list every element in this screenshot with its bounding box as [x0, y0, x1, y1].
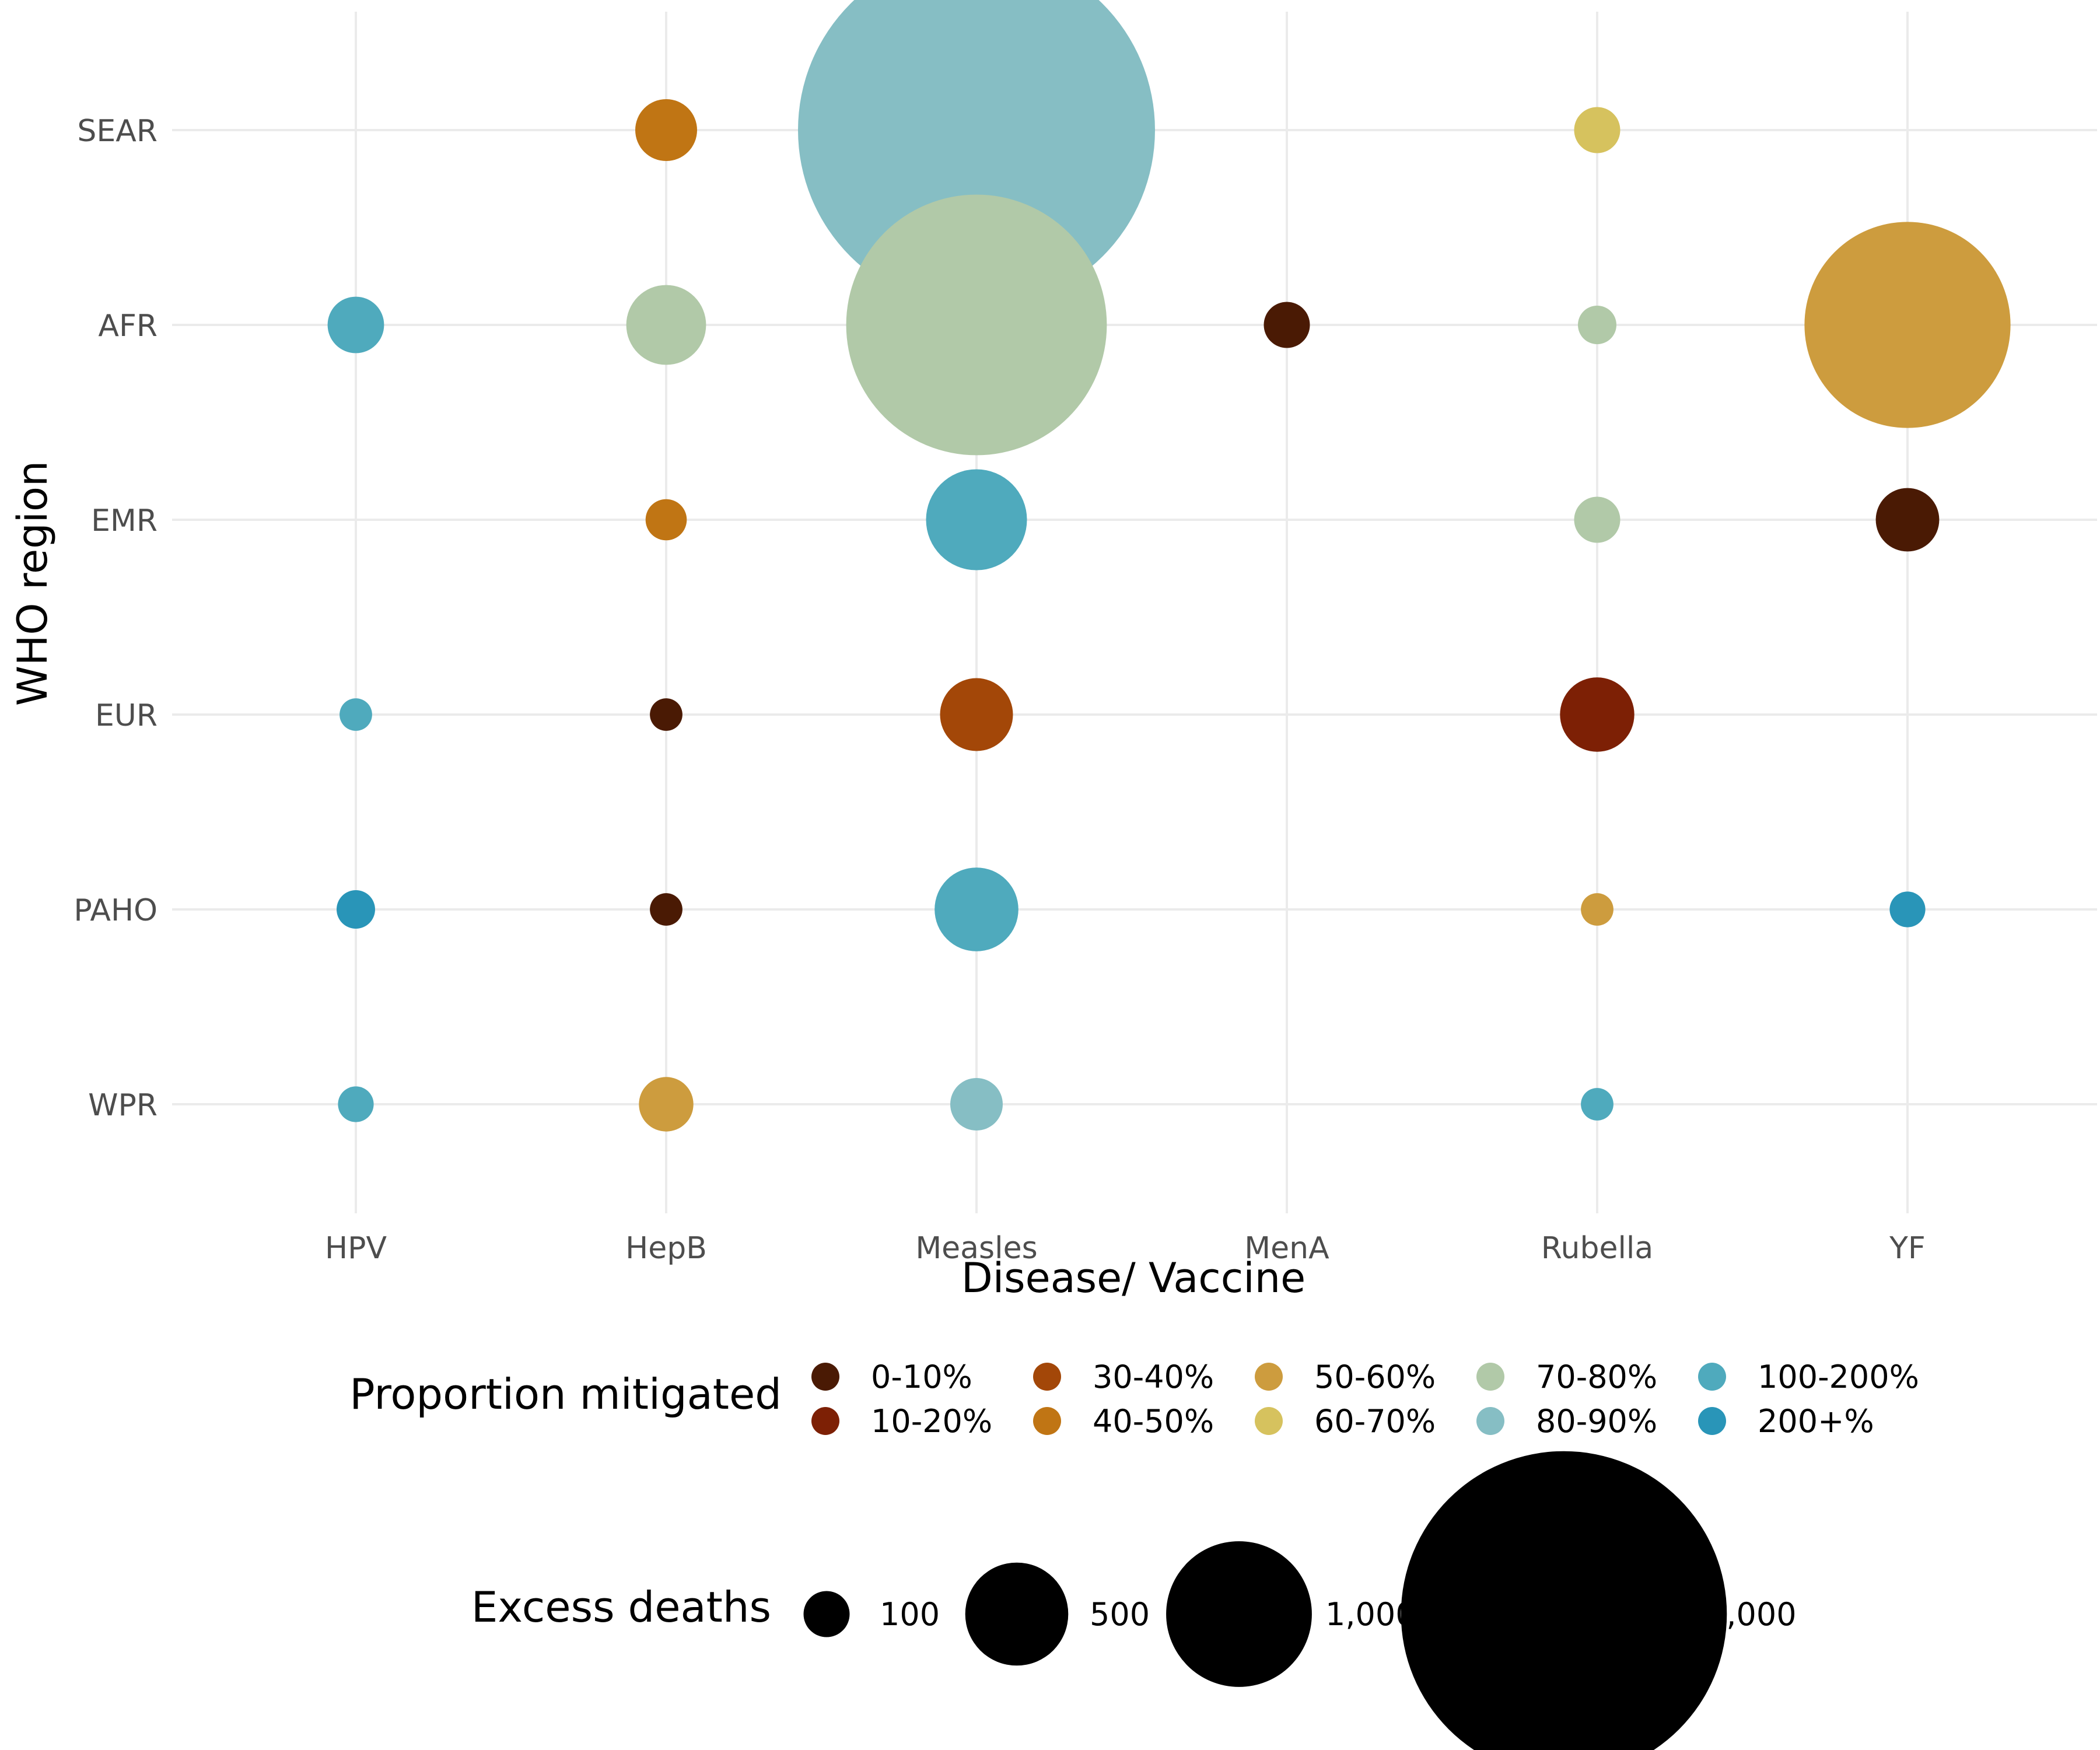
point-yf-emr	[1875, 488, 1940, 552]
point-hpv-eur	[340, 698, 372, 731]
point-hepb-emr	[645, 499, 687, 541]
color-legend-title: Proportion mitigated	[349, 1370, 782, 1419]
color-legend-key	[1476, 1363, 1504, 1391]
point-rubella-paho	[1581, 893, 1614, 926]
point-measles-eur	[940, 678, 1013, 751]
size-legend-key	[965, 1562, 1069, 1666]
size-legend-key	[803, 1591, 850, 1637]
point-hepb-eur	[650, 698, 682, 731]
x-tick-label: YF	[1889, 1231, 1926, 1266]
size-legend-label: 500	[1090, 1596, 1150, 1633]
color-legend-label: 70-80%	[1536, 1359, 1657, 1395]
size-legend-label: 1,000	[1325, 1596, 1416, 1633]
y-tick-label: EMR	[91, 503, 158, 538]
point-yf-paho	[1889, 891, 1926, 928]
axis-tick-labels: HPV HepB Measles MenA Rubella YF SEAR AFR EMR EUR…	[74, 114, 1925, 1266]
color-legend-key	[1698, 1363, 1726, 1391]
color-legend-key	[811, 1363, 839, 1391]
color-legend-label: 80-90%	[1536, 1403, 1657, 1440]
y-tick-label: SEAR	[77, 114, 158, 149]
point-mena-afr	[1264, 302, 1310, 348]
data-points	[327, 0, 2011, 1132]
size-legend-label: 100	[880, 1596, 940, 1633]
point-hpv-afr	[327, 296, 384, 354]
color-legend-label: 60-70%	[1314, 1403, 1436, 1440]
point-hepb-wpr	[639, 1077, 694, 1132]
point-measles-wpr	[950, 1078, 1003, 1130]
x-tick-label: Measles	[915, 1231, 1037, 1266]
color-legend: Proportion mitigated 0-10% 10-20% 30-40% 40…	[349, 1359, 1919, 1440]
point-rubella-sear	[1574, 107, 1620, 153]
x-axis-title: Disease/ Vaccine	[961, 1254, 1306, 1302]
point-hepb-afr	[626, 285, 706, 365]
y-tick-label: EUR	[95, 698, 158, 733]
point-rubella-eur	[1560, 677, 1634, 752]
x-tick-label: Rubella	[1541, 1231, 1654, 1266]
size-legend: Excess deaths 100 500 1,000 5,000	[471, 1451, 1797, 1750]
color-legend-label: 0-10%	[871, 1359, 972, 1395]
color-legend-key	[1698, 1407, 1726, 1435]
size-legend-key	[1166, 1541, 1312, 1687]
point-rubella-afr	[1578, 306, 1616, 344]
color-legend-key	[811, 1407, 839, 1435]
color-legend-key	[1255, 1407, 1283, 1435]
point-measles-emr	[926, 469, 1027, 570]
color-legend-key	[1476, 1407, 1504, 1435]
size-legend-label: 5,000	[1706, 1596, 1797, 1633]
point-hpv-wpr	[338, 1086, 374, 1122]
point-measles-afr	[846, 194, 1107, 456]
color-legend-key	[1033, 1363, 1061, 1391]
color-legend-label: 200+%	[1758, 1403, 1874, 1440]
color-legend-key	[1033, 1407, 1061, 1435]
color-legend-key	[1255, 1363, 1283, 1391]
point-rubella-emr	[1574, 496, 1620, 543]
y-tick-label: WPR	[88, 1088, 158, 1123]
y-axis-title: WHO region	[9, 461, 57, 706]
color-legend-label: 40-50%	[1093, 1403, 1214, 1440]
color-legend-label: 100-200%	[1758, 1359, 1919, 1395]
point-measles-paho	[935, 867, 1019, 951]
color-legend-label: 10-20%	[871, 1403, 992, 1440]
point-hepb-sear	[635, 99, 697, 161]
point-rubella-wpr	[1581, 1088, 1614, 1121]
x-tick-label: MenA	[1244, 1231, 1329, 1266]
point-hepb-paho	[650, 893, 682, 926]
y-tick-label: AFR	[98, 309, 158, 344]
x-tick-label: HepB	[625, 1231, 707, 1266]
x-tick-label: HPV	[325, 1231, 387, 1266]
color-legend-label: 30-40%	[1093, 1359, 1214, 1395]
color-legend-label: 50-60%	[1314, 1359, 1436, 1395]
point-yf-afr	[1804, 222, 2011, 428]
y-tick-label: PAHO	[74, 893, 158, 928]
size-legend-key	[1401, 1451, 1727, 1750]
point-hpv-paho	[337, 890, 375, 929]
size-legend-title: Excess deaths	[471, 1583, 771, 1632]
